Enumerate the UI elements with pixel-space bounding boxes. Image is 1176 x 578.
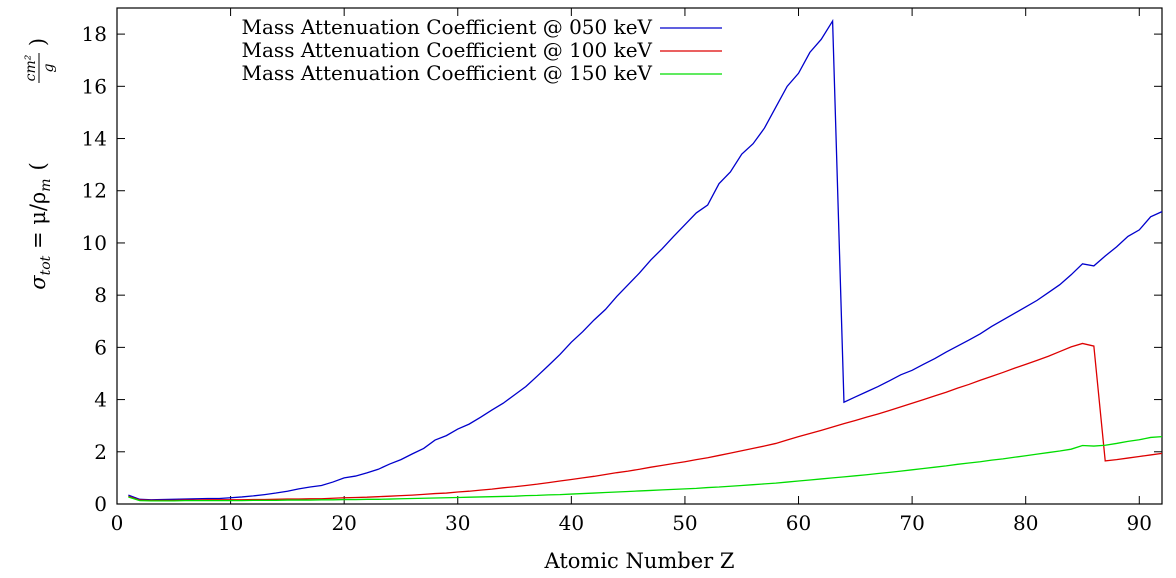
series-layer	[128, 18, 1163, 502]
x-tick-label: 70	[899, 511, 924, 535]
x-tick-label: 30	[445, 511, 470, 535]
y-tick-label: 4	[94, 388, 107, 412]
legend-entry-label: Mass Attenuation Coefficient @ 150 keV	[242, 61, 653, 85]
y-tick-label: 0	[94, 492, 107, 516]
legend-entry-label: Mass Attenuation Coefficient @ 100 keV	[242, 38, 653, 62]
y-tick-label: 12	[82, 179, 107, 203]
x-tick-label: 60	[786, 511, 811, 535]
y-tick-label: 6	[94, 335, 107, 359]
y-tick-label: 16	[82, 74, 107, 98]
y-tick-label: 10	[82, 231, 107, 255]
x-tick-label: 20	[331, 511, 356, 535]
x-tick-label: 50	[672, 511, 697, 535]
y-axis-label: σtot = μ/ρm( cm² g )	[23, 38, 57, 290]
series-line-3	[128, 436, 1163, 502]
legend-entry-label: Mass Attenuation Coefficient @ 050 keV	[242, 15, 653, 39]
x-tick-label: 90	[1127, 511, 1152, 535]
ticks-layer: 0 10 20 30 40 50 60 70 80 90 0 2 4 6 8 10 12 14 16 18	[82, 8, 1162, 535]
x-axis-label: Atomic Number Z	[544, 549, 735, 573]
y-label-subscript-m: m	[38, 178, 54, 191]
y-tick-label: 14	[82, 127, 107, 151]
y-label-sigma: σ	[26, 275, 50, 290]
x-tick-label: 40	[559, 511, 584, 535]
y-tick-label: 18	[82, 22, 107, 46]
y-tick-label: 8	[94, 283, 107, 307]
series-line-1	[128, 18, 1163, 501]
x-tick-label: 10	[218, 511, 243, 535]
x-tick-label: 80	[1013, 511, 1038, 535]
y-label-unit-numerator: cm²	[23, 54, 39, 81]
y-label-close-paren: )	[26, 38, 50, 46]
y-label-unit-denominator: g	[41, 63, 57, 72]
svg-text:σtot = μ/ρm(: σtot = μ/ρm(	[26, 162, 54, 290]
plot-frame	[116, 7, 1163, 505]
y-tick-label: 2	[94, 440, 107, 464]
series-line-2	[128, 342, 1163, 502]
x-tick-label: 0	[111, 511, 124, 535]
y-label-subscript-tot: tot	[38, 255, 54, 275]
legend: Mass Attenuation Coefficient @ 050 keVMa…	[242, 15, 722, 85]
y-label-equation: = μ/ρ	[26, 192, 50, 256]
